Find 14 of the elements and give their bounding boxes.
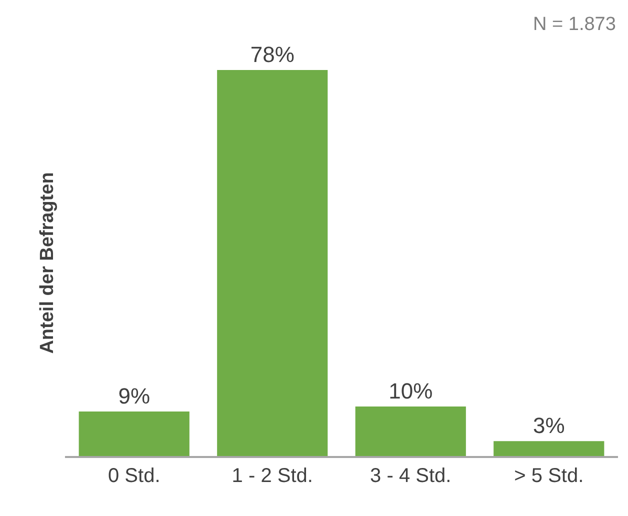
x-tick-label: > 5 Std. <box>514 465 584 487</box>
y-axis-title: Anteil der Befragten <box>36 172 58 354</box>
bar <box>78 411 190 456</box>
x-tick-label: 1 - 2 Std. <box>232 465 313 487</box>
data-label: 10% <box>388 378 433 404</box>
text: N = 1.873 <box>533 14 616 35</box>
data-label: 78% <box>250 42 294 67</box>
data-label: 9% <box>118 383 150 408</box>
data-label: 3% <box>532 413 565 438</box>
bar <box>494 441 604 456</box>
x-tick-label: 0 Std. <box>108 465 160 487</box>
bar <box>355 406 466 456</box>
x-tick-label: 3 - 4 Std. <box>370 465 452 487</box>
bar <box>217 70 328 456</box>
